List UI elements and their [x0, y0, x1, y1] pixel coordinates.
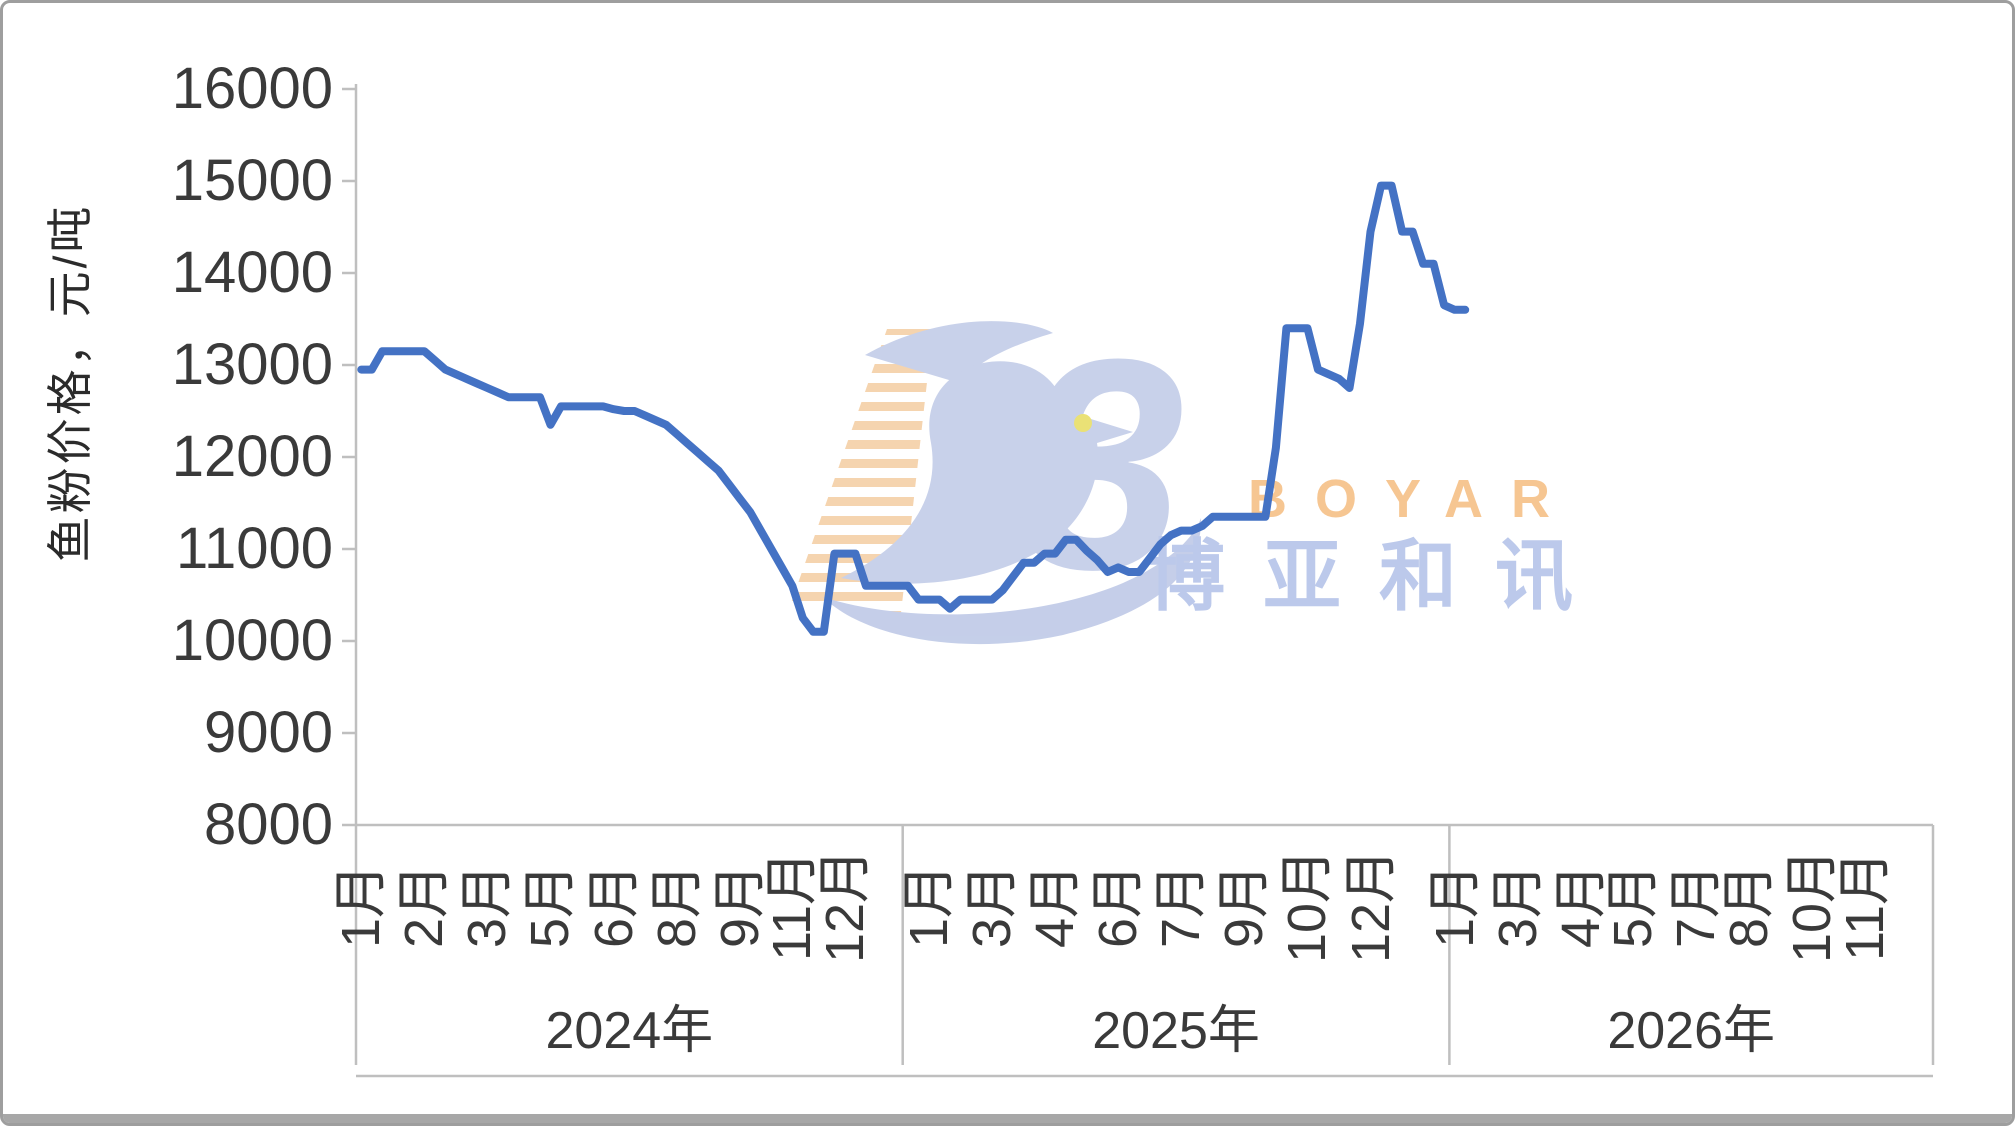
fishmeal-price-line [357, 181, 1470, 636]
month-label: 10月 [1782, 848, 1843, 964]
month-label: 1月 [1424, 863, 1485, 949]
labels-layer: 鱼粉价格，元/吨 16000 15000 14000 13000 12000 11000 1… [3, 3, 2012, 1123]
y-tick-label: 11000 [176, 516, 333, 581]
month-label: 6月 [1088, 863, 1149, 949]
month-label: 2月 [394, 863, 455, 949]
month-label: 7月 [1151, 863, 1212, 949]
y-tick-label: 13000 [171, 332, 333, 397]
month-label: 9月 [1214, 863, 1275, 949]
month-label: 3月 [1487, 863, 1548, 949]
month-label: 12月 [1340, 848, 1401, 964]
watermark-bird-body [841, 361, 1133, 584]
y-tick-label: 14000 [171, 240, 333, 305]
watermark-brand-cn: 博亚和讯 [1147, 532, 1611, 620]
month-label: 5月 [520, 863, 581, 949]
y-tick-label: 16000 [171, 56, 333, 121]
y-axis-title: 鱼粉价格，元/吨 [44, 203, 96, 563]
watermark-bird-eye [1074, 414, 1092, 432]
month-label: 3月 [457, 863, 518, 949]
watermark-bird-wing [865, 321, 1053, 383]
y-tick-label: 15000 [171, 148, 333, 213]
y-tick-label: 12000 [171, 424, 333, 489]
month-label: 8月 [1719, 863, 1780, 949]
price-series-group [357, 181, 1470, 636]
year-label: 2024年 [545, 1002, 714, 1060]
watermark-logo: 3 BOYAR 博亚和讯 [789, 296, 1611, 645]
month-label: 7月 [1666, 863, 1727, 949]
month-label: 12月 [814, 848, 875, 964]
bottom-scrollbar[interactable] [3, 1114, 2012, 1123]
month-label: 4月 [1550, 863, 1611, 949]
y-tick-label: 10000 [171, 608, 333, 673]
month-label: 1月 [331, 863, 392, 949]
month-label: 10月 [1277, 848, 1338, 964]
watermark-b3-glyph: 3 [1018, 296, 1185, 632]
year-label: 2026年 [1607, 1002, 1776, 1060]
watermark-brand: BOYAR [1248, 469, 1578, 529]
y-tick-label: 9000 [203, 700, 333, 765]
month-label: 9月 [709, 863, 770, 949]
month-label: 6月 [583, 863, 644, 949]
month-label: 4月 [1025, 863, 1086, 949]
month-label: 11月 [1834, 850, 1895, 962]
month-label: 5月 [1603, 863, 1664, 949]
month-label: 1月 [898, 863, 959, 949]
month-label: 8月 [646, 863, 707, 949]
month-label: 11月 [762, 850, 823, 962]
month-label: 3月 [962, 863, 1023, 949]
watermark-base-swoosh [823, 518, 1202, 645]
y-tick-label: 8000 [203, 792, 333, 857]
year-label: 2025年 [1092, 1002, 1260, 1060]
axis-group [342, 84, 1935, 1078]
fishmeal-price-chart: 3 BOYAR 博亚和讯 [342, 84, 1935, 1078]
